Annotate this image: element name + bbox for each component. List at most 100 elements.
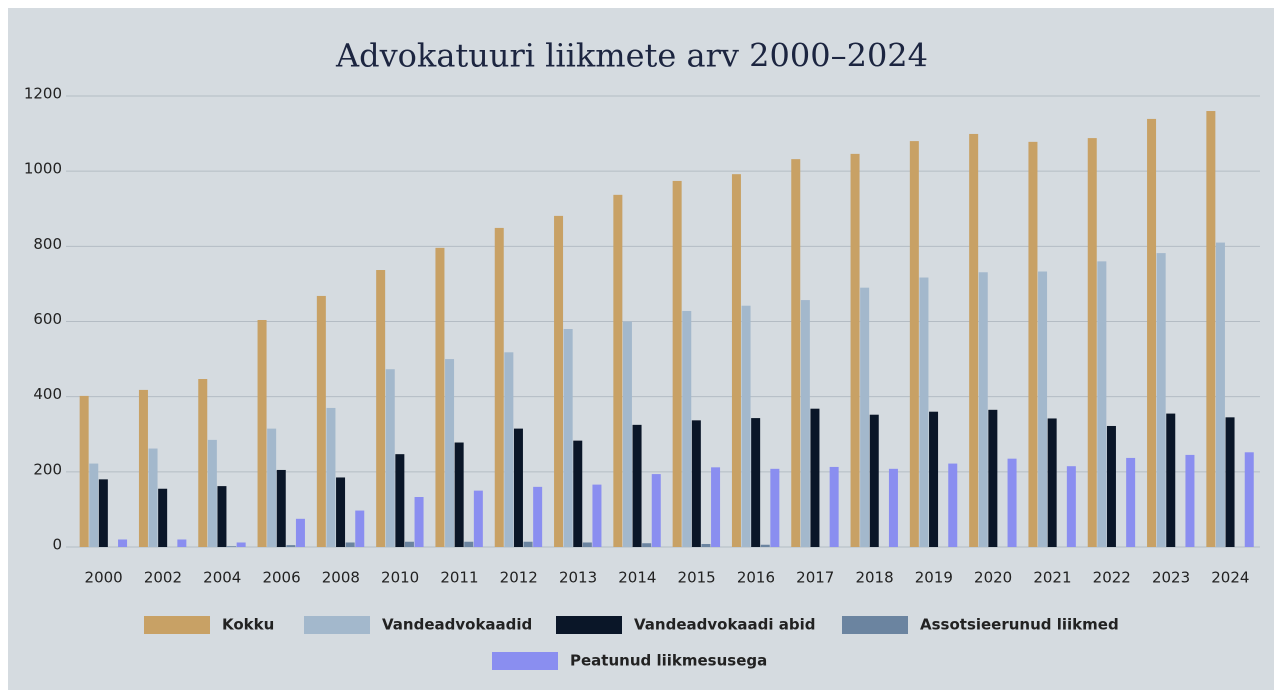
bar (395, 454, 405, 547)
legend-label: Kokku (222, 616, 274, 634)
x-tick-label: 2020 (974, 569, 1012, 587)
bar (829, 466, 839, 547)
bar (454, 442, 464, 547)
bar (672, 180, 682, 547)
bar (1097, 261, 1107, 547)
bar (404, 541, 414, 547)
bar (731, 174, 741, 547)
x-tick-label: 2024 (1211, 569, 1249, 587)
bar (860, 287, 870, 547)
bar (326, 407, 336, 547)
bar (1215, 242, 1225, 547)
bar (376, 270, 386, 547)
bar (336, 477, 346, 547)
bar (800, 300, 810, 547)
bar (138, 389, 148, 547)
y-tick-label: 200 (33, 460, 62, 478)
x-tick-label: 2017 (796, 569, 834, 587)
bar (751, 418, 761, 547)
bar (1047, 418, 1057, 547)
legend-swatch (144, 616, 210, 634)
bar (988, 409, 998, 547)
bar (316, 295, 326, 547)
x-tick-label: 2000 (85, 569, 123, 587)
bar (682, 310, 692, 547)
bar (385, 369, 395, 547)
y-tick-label: 0 (52, 536, 62, 554)
bar (869, 414, 879, 547)
bar (473, 490, 483, 547)
bar (494, 227, 504, 548)
x-tick-label: 2008 (322, 569, 360, 587)
x-tick-label: 2015 (678, 569, 716, 587)
bar (919, 277, 929, 547)
bar (642, 543, 652, 547)
bar (217, 486, 227, 547)
bar (909, 141, 919, 547)
bar (850, 153, 860, 547)
bar (1126, 457, 1136, 547)
bar (711, 467, 721, 547)
y-tick-label: 600 (33, 310, 62, 328)
bar (355, 510, 365, 547)
bar (504, 352, 514, 547)
bar (1225, 417, 1235, 547)
y-tick-label: 1000 (24, 160, 62, 178)
legend-swatch (492, 652, 558, 670)
bar (523, 541, 533, 547)
bar (791, 159, 801, 547)
legend-label: Vandeadvokaadid (382, 616, 532, 634)
bar (533, 486, 543, 547)
x-tick-label: 2002 (144, 569, 182, 587)
bar (464, 541, 474, 547)
bar (888, 468, 898, 547)
bar (1106, 425, 1116, 547)
legend-swatch (304, 616, 370, 634)
y-tick-label: 800 (33, 235, 62, 253)
bar (810, 408, 820, 547)
bar (969, 133, 979, 547)
bar (98, 479, 108, 547)
bar (651, 474, 661, 547)
bar (148, 448, 158, 547)
bar (622, 321, 632, 547)
bar (770, 468, 780, 547)
legend-swatch (556, 616, 622, 634)
bar (741, 305, 751, 547)
bar (1087, 138, 1097, 548)
bar (158, 488, 168, 547)
x-tick-label: 2016 (737, 569, 775, 587)
x-tick-label: 2014 (618, 569, 656, 587)
legend-label: Vandeadvokaadi abid (634, 616, 816, 634)
bar (554, 215, 564, 547)
bar (691, 420, 701, 547)
chart-background (8, 8, 1274, 690)
legend-swatch (842, 616, 908, 634)
bar (445, 359, 455, 547)
bar (414, 497, 424, 547)
bar (1066, 466, 1076, 547)
bar (582, 542, 592, 547)
bar (701, 543, 711, 547)
bar (286, 545, 296, 547)
x-tick-label: 2012 (500, 569, 538, 587)
bar (79, 395, 89, 547)
x-tick-label: 2019 (915, 569, 953, 587)
bar (613, 194, 623, 547)
x-tick-label: 2004 (203, 569, 241, 587)
bar (435, 247, 445, 547)
x-tick-label: 2023 (1152, 569, 1190, 587)
bar (1007, 458, 1017, 547)
bar (1028, 141, 1038, 547)
bar (573, 440, 583, 547)
x-tick-label: 2022 (1093, 569, 1131, 587)
bar (1147, 118, 1157, 547)
bar (1156, 253, 1166, 547)
x-tick-label: 2021 (1033, 569, 1071, 587)
bar (207, 439, 217, 547)
bar (592, 484, 602, 547)
bar (948, 463, 958, 547)
bar (978, 272, 988, 547)
bar (345, 542, 355, 547)
x-tick-label: 2013 (559, 569, 597, 587)
